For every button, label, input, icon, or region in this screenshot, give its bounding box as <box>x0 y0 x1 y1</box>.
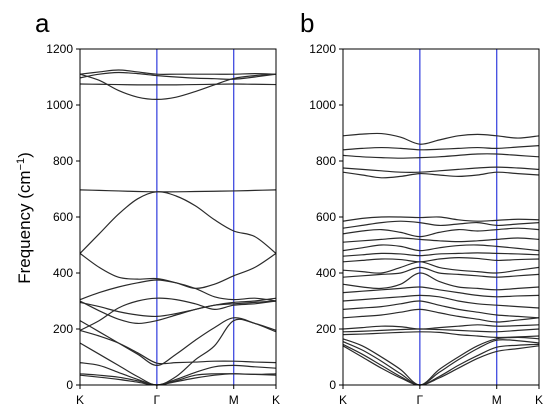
band-14 <box>342 266 540 278</box>
band-17 <box>342 294 540 309</box>
y-axis-label-text: Frequency (cm <box>15 170 34 283</box>
y-tick-label: 800 <box>316 154 336 168</box>
band-2 <box>79 73 277 101</box>
band-15 <box>79 362 277 386</box>
band-6 <box>79 191 277 254</box>
band-24 <box>342 339 540 386</box>
axes-frame <box>79 48 277 386</box>
y-tick-label: 400 <box>316 266 336 280</box>
band-18 <box>342 300 540 319</box>
band-8 <box>79 279 277 302</box>
x-tick-label: K <box>76 393 84 407</box>
x-tick-label: Γ <box>417 393 424 407</box>
y-tick-label: 800 <box>53 154 73 168</box>
y-tick-label: 0 <box>66 378 73 392</box>
panel-b: b 0 200 400 600 800 1000 1200 K Γ M K <box>300 8 543 407</box>
band-13 <box>79 329 277 365</box>
y-axis-label: Frequency (cm−1) <box>15 152 34 284</box>
band-6 <box>342 216 540 222</box>
band-8 <box>342 227 540 238</box>
y-axis-label-sup: −1 <box>15 158 27 171</box>
panel-b-plot: 0 200 400 600 800 1000 1200 K Γ M K <box>309 42 543 407</box>
band-10 <box>342 244 540 252</box>
x-tick-label: Γ <box>154 393 161 407</box>
band-15 <box>342 272 540 291</box>
band-13 <box>342 261 540 274</box>
y-tick-label: 1200 <box>309 42 336 56</box>
panel-b-label: b <box>300 8 314 38</box>
band-4 <box>342 166 540 173</box>
x-tick-label: M <box>492 393 502 407</box>
y-tick-label: 400 <box>53 266 73 280</box>
band-12 <box>342 256 540 263</box>
x-tick-label: K <box>535 393 543 407</box>
y-axis-label-close: ) <box>15 152 34 158</box>
band-2 <box>342 145 540 151</box>
band-19 <box>342 308 540 323</box>
band-5 <box>342 171 540 179</box>
band-4 <box>79 83 277 86</box>
band-1 <box>342 132 540 145</box>
y-tick-label: 1200 <box>46 42 73 56</box>
y-tick-label: 200 <box>53 322 73 336</box>
y-tick-label: 600 <box>53 210 73 224</box>
band-3 <box>79 71 277 80</box>
x-tick-label: K <box>272 393 280 407</box>
y-tick-label: 0 <box>329 378 336 392</box>
y-tick-label: 1000 <box>46 98 73 112</box>
band-9 <box>342 237 540 243</box>
band-3 <box>342 153 540 159</box>
band-11 <box>79 297 277 331</box>
panel-a-plot: 0 200 400 600 800 1000 1200 K Γ M K <box>46 42 280 407</box>
band-10 <box>79 300 277 325</box>
band-22 <box>342 331 540 339</box>
band-17 <box>79 373 277 386</box>
x-tick-label: M <box>229 393 239 407</box>
band-12 <box>79 317 277 367</box>
band-9 <box>79 297 277 318</box>
band-7 <box>342 220 540 229</box>
band-1 <box>79 69 277 75</box>
y-tick-label: 1000 <box>309 98 336 112</box>
band-25 <box>342 343 540 386</box>
band-20 <box>342 324 540 330</box>
band-16 <box>342 286 540 298</box>
band-11 <box>342 252 540 257</box>
band-23 <box>342 336 540 386</box>
band-21 <box>342 328 540 333</box>
panel-a-label: a <box>35 8 50 38</box>
panel-a: a Frequency (cm−1) 0 200 400 600 800 1000 1200… <box>15 8 280 407</box>
y-tick-label: 600 <box>316 210 336 224</box>
band-5 <box>79 189 277 193</box>
x-tick-label: K <box>339 393 347 407</box>
y-tick-label: 200 <box>316 322 336 336</box>
band-26 <box>342 345 540 386</box>
band-14 <box>79 318 277 386</box>
